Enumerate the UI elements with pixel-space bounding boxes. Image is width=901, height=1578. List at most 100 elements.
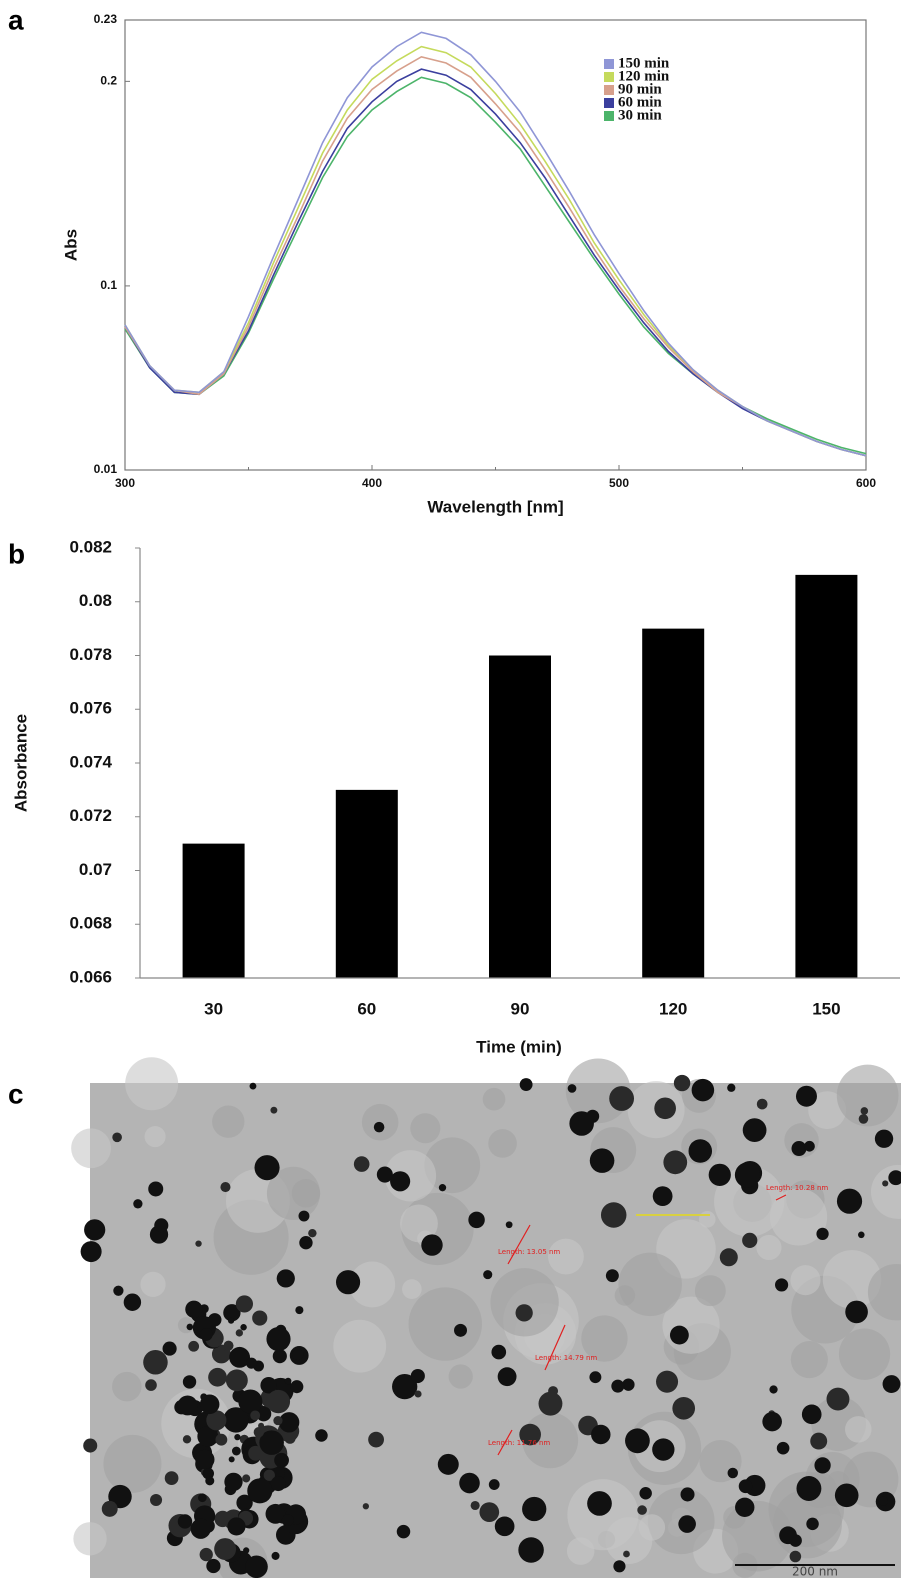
particle	[353, 1156, 370, 1172]
particle	[479, 1502, 500, 1522]
particle	[240, 1323, 247, 1331]
particle	[335, 1270, 361, 1295]
measurement-label: Length: 14.79 nm	[535, 1354, 597, 1362]
particle	[225, 1369, 248, 1392]
line-series	[124, 76, 867, 455]
x-tick-label: 30	[204, 999, 223, 1018]
particle	[600, 1202, 627, 1228]
particle	[678, 1515, 696, 1533]
particle	[816, 1227, 829, 1241]
particle	[613, 1560, 626, 1573]
particle	[281, 1514, 294, 1527]
panel-label: b	[8, 538, 25, 569]
particle	[567, 1084, 577, 1093]
particle	[84, 1219, 106, 1241]
haze	[482, 1087, 506, 1111]
particle	[791, 1141, 807, 1157]
y-tick-label: 0.08	[79, 591, 112, 610]
particle	[278, 1412, 300, 1433]
legend-swatch	[604, 72, 614, 82]
particle	[195, 1240, 202, 1247]
particle	[373, 1121, 385, 1133]
particle	[123, 1293, 142, 1311]
particle	[414, 1390, 422, 1398]
scale-bar-label: 200 nm	[792, 1565, 838, 1578]
particle	[113, 1285, 124, 1296]
legend-label: 150 min	[618, 55, 670, 71]
y-tick-label: 0.078	[69, 645, 112, 664]
particle	[776, 1441, 790, 1455]
particle	[154, 1218, 169, 1233]
particle	[622, 1378, 635, 1391]
line-series	[124, 55, 867, 457]
particle	[185, 1300, 203, 1318]
particle	[143, 1349, 168, 1375]
particle	[860, 1107, 869, 1115]
particle	[266, 1389, 291, 1414]
particle	[396, 1524, 411, 1539]
particle	[235, 1295, 254, 1313]
particle	[265, 1503, 286, 1524]
particle	[195, 1449, 215, 1470]
particle	[112, 1132, 122, 1143]
legend-swatch	[604, 111, 614, 121]
haze	[448, 1364, 473, 1389]
particle	[623, 1550, 630, 1558]
x-tick-label: 120	[659, 999, 687, 1018]
particle	[795, 1085, 817, 1107]
y-tick-label: 0.07	[79, 860, 112, 879]
measurement-label: Length: 10.28 nm	[766, 1184, 828, 1192]
particle	[688, 1139, 713, 1163]
y-tick-label: 0.082	[69, 537, 112, 556]
haze	[125, 1057, 179, 1111]
particle	[804, 1140, 815, 1152]
particle	[654, 1097, 676, 1120]
particle	[220, 1182, 231, 1193]
measure-arrow	[507, 1224, 531, 1265]
particle	[199, 1394, 220, 1415]
particle	[197, 1425, 219, 1447]
haze	[581, 1315, 628, 1362]
particle	[206, 1558, 221, 1574]
particle	[292, 1349, 304, 1361]
particle	[274, 1452, 289, 1468]
x-tick-label: 600	[856, 476, 876, 490]
particle	[569, 1111, 594, 1136]
bar	[335, 789, 398, 978]
particle	[810, 1432, 828, 1450]
line-series	[124, 45, 867, 457]
particle	[483, 1270, 493, 1280]
particle	[252, 1310, 268, 1326]
bar	[489, 655, 551, 978]
haze	[212, 1105, 245, 1138]
particle	[779, 1526, 797, 1545]
particle	[270, 1476, 286, 1492]
particle	[605, 1269, 619, 1283]
particle	[263, 1469, 275, 1481]
legend-label: 90 min	[618, 81, 662, 97]
particle	[376, 1166, 393, 1183]
particle	[298, 1210, 310, 1222]
haze	[103, 1434, 162, 1493]
particle	[538, 1391, 563, 1416]
particle	[789, 1550, 802, 1563]
particle	[878, 1496, 889, 1506]
haze	[638, 1514, 666, 1541]
particle	[245, 1555, 268, 1578]
measure-arrow	[544, 1324, 566, 1371]
y-tick-label: 0.23	[94, 12, 118, 26]
particle	[639, 1487, 652, 1500]
particle	[518, 1537, 544, 1563]
particle	[284, 1432, 296, 1444]
particle	[874, 1129, 894, 1148]
haze	[410, 1113, 441, 1144]
particle	[491, 1344, 507, 1360]
particle	[468, 1211, 485, 1229]
particle	[888, 1170, 901, 1186]
particle	[231, 1446, 241, 1456]
haze	[73, 1522, 107, 1556]
particle	[133, 1199, 143, 1209]
particle	[235, 1329, 243, 1337]
particle	[826, 1387, 850, 1411]
